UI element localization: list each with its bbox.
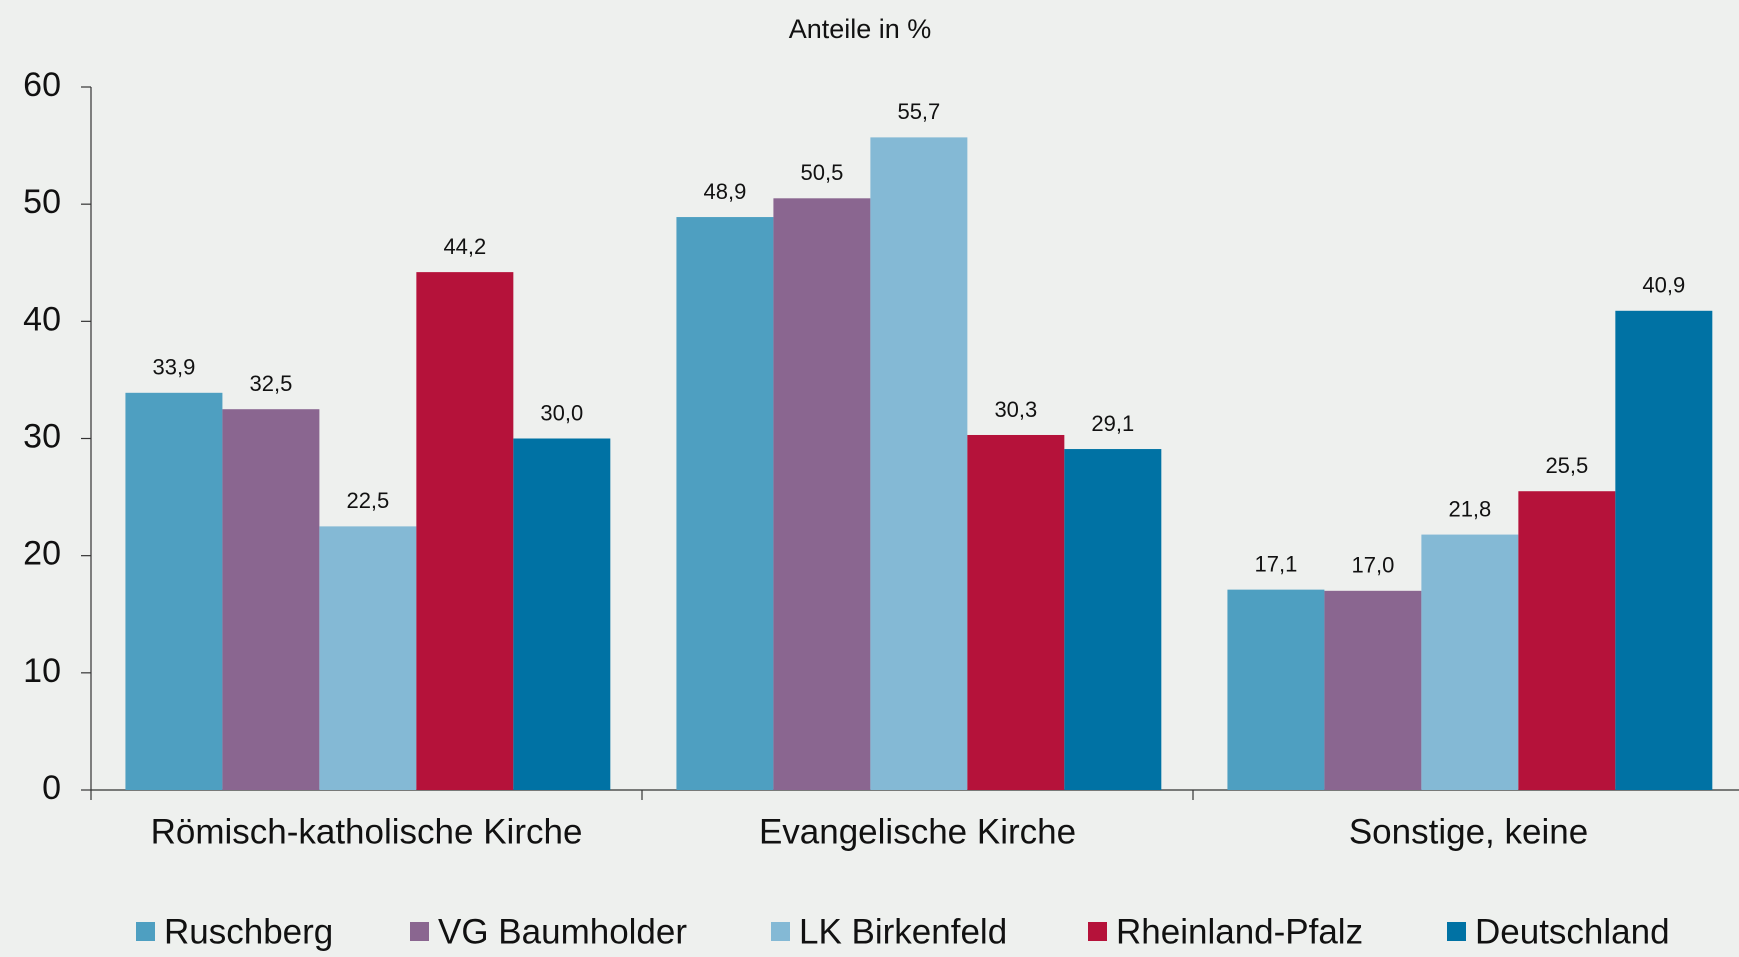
value-label: 44,2 — [443, 234, 486, 259]
bar — [1615, 310, 1713, 790]
bar — [1227, 589, 1325, 790]
bar — [773, 198, 871, 790]
y-tick-label: 50 — [23, 183, 61, 221]
y-tick-label: 20 — [23, 535, 61, 573]
legend-swatch — [410, 922, 429, 941]
bar — [222, 409, 320, 790]
value-label: 25,5 — [1545, 453, 1588, 478]
value-label: 32,5 — [249, 371, 292, 396]
legend-swatch — [1088, 922, 1107, 941]
legend-label: LK Birkenfeld — [799, 912, 1007, 951]
value-label: 55,7 — [897, 99, 940, 124]
bar — [676, 217, 774, 790]
bar — [1324, 590, 1422, 790]
legend-swatch — [1447, 922, 1466, 941]
bar — [416, 272, 514, 791]
legend-label: VG Baumholder — [438, 912, 687, 951]
bar — [870, 137, 968, 791]
value-label: 22,5 — [346, 488, 389, 513]
y-tick-label: 10 — [23, 652, 61, 690]
value-label: 33,9 — [153, 355, 196, 380]
value-label: 40,9 — [1642, 273, 1685, 298]
bar — [319, 526, 417, 790]
legend-label: Ruschberg — [164, 912, 333, 951]
legend-swatch — [771, 922, 790, 941]
value-label: 50,5 — [800, 160, 843, 185]
bar — [1421, 534, 1519, 790]
value-label: 48,9 — [704, 179, 747, 204]
bar — [967, 434, 1065, 790]
bar — [513, 438, 611, 790]
y-tick-label: 30 — [23, 417, 61, 455]
y-tick-label: 40 — [23, 300, 61, 338]
y-tick-label: 60 — [23, 66, 61, 104]
value-label: 17,0 — [1351, 553, 1394, 578]
legend-swatch — [136, 922, 155, 941]
x-tick-label: Sonstige, keine — [1349, 812, 1588, 851]
y-tick-label: 0 — [42, 769, 61, 807]
value-label: 29,1 — [1091, 411, 1134, 436]
value-label: 30,3 — [994, 397, 1037, 422]
value-label: 30,0 — [540, 400, 583, 425]
chart-title: Anteile in % — [789, 14, 932, 44]
bar — [125, 392, 223, 790]
bar — [1518, 491, 1616, 790]
legend-label: Rheinland-Pfalz — [1116, 912, 1363, 951]
value-label: 17,1 — [1255, 551, 1298, 576]
legend-label: Deutschland — [1475, 912, 1670, 951]
x-tick-label: Evangelische Kirche — [759, 812, 1076, 851]
x-tick-label: Römisch-katholische Kirche — [151, 812, 583, 851]
bar — [1064, 449, 1162, 790]
value-label: 21,8 — [1448, 496, 1491, 521]
